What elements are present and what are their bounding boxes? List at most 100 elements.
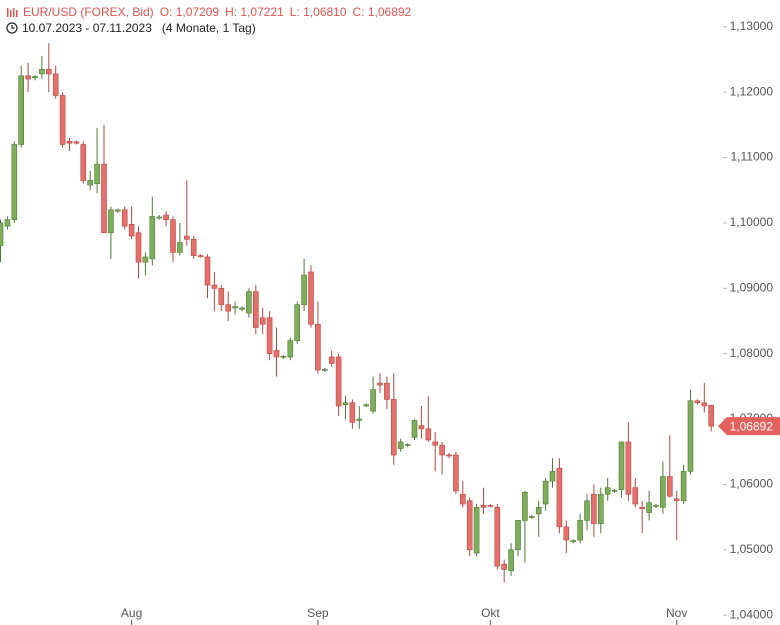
candle-body	[115, 209, 121, 212]
candle-body	[356, 418, 363, 421]
candle-body	[694, 400, 701, 404]
candle-body	[522, 491, 528, 521]
candle-body	[487, 505, 494, 507]
candle-body	[556, 467, 563, 528]
candle-body	[39, 68, 45, 75]
candle-body	[384, 382, 390, 400]
candle-body	[45, 68, 52, 75]
candle-body	[184, 235, 190, 240]
candle-body	[94, 163, 100, 185]
candle-body	[4, 219, 11, 227]
chart-title: EUR/USD (FOREX, Bid)	[23, 5, 154, 19]
candle-body	[604, 487, 611, 495]
candle-body	[397, 441, 404, 449]
x-tick-label: Aug	[121, 606, 142, 620]
candle-body	[177, 242, 183, 253]
candle-body	[349, 402, 356, 423]
candle-body	[315, 323, 321, 371]
candle-body	[453, 454, 459, 492]
candle-body	[301, 274, 307, 305]
date-range-line: 10.07.2023 - 07.11.2023 (4 Monate, 1 Tag)	[22, 21, 256, 35]
last-price-label: 1,06892	[730, 419, 774, 433]
candle-body	[253, 291, 259, 328]
candle-body	[632, 487, 639, 505]
candle-body	[149, 216, 156, 260]
candle-body	[363, 404, 370, 407]
candle-body	[459, 493, 466, 505]
candle-body	[687, 400, 694, 472]
y-tick-label: 1,09000	[730, 280, 774, 294]
candle-body	[170, 219, 176, 253]
candle-body	[239, 307, 245, 310]
candle-body	[666, 476, 673, 497]
y-tick-label: 1,12000	[730, 84, 774, 98]
candle-body	[0, 222, 4, 247]
header: EUR/USD (FOREX, Bid) O: 1,07209 H: 1,07221…	[23, 5, 412, 19]
candle-body	[480, 505, 487, 508]
candle-body	[59, 95, 66, 145]
candle-body	[218, 288, 225, 305]
candle-body	[411, 420, 418, 438]
candle-body	[197, 255, 204, 258]
candle-body	[597, 493, 604, 524]
y-tick-label: 1,04000	[730, 607, 774, 621]
candle-body	[680, 471, 687, 502]
candle-body	[232, 306, 238, 309]
candle-body	[135, 232, 142, 263]
y-tick-label: 1,10000	[730, 215, 774, 229]
candle-body	[328, 356, 335, 364]
candle-body	[246, 291, 252, 314]
candle-body	[108, 209, 114, 234]
ohlc-label: H: 1,07221	[225, 5, 284, 19]
candle-body	[611, 490, 618, 492]
candle-body	[494, 507, 501, 567]
candle-body	[377, 382, 383, 386]
candle-body	[625, 441, 632, 495]
candle-body	[287, 340, 294, 358]
candle-body	[204, 256, 211, 286]
x-tick-label: Okt	[481, 606, 500, 620]
candle-body	[190, 238, 197, 256]
candle-body	[646, 502, 652, 513]
ohlc-label: L: 1,06810	[290, 5, 347, 19]
x-tick-label: Sep	[307, 606, 329, 620]
candle-body	[639, 507, 646, 509]
candle-body	[335, 356, 342, 407]
candle-body	[563, 526, 570, 541]
candle-body	[11, 144, 18, 220]
candle-body	[432, 441, 439, 446]
candle-body	[32, 76, 38, 79]
candle-body	[425, 428, 432, 441]
y-tick-label: 1,08000	[730, 346, 774, 360]
last-price-tag	[718, 417, 780, 436]
candle-body	[321, 369, 328, 371]
candle-body	[18, 75, 25, 145]
candle-body	[708, 405, 715, 427]
candle-body	[163, 214, 169, 220]
ohlc-label: O: 1,07209	[160, 5, 220, 19]
candle-body	[418, 425, 425, 430]
candle-body	[508, 549, 514, 572]
candle-body	[701, 402, 708, 407]
x-tick-label: Nov	[666, 606, 687, 620]
candle-body	[259, 317, 266, 325]
candle-body	[266, 317, 273, 354]
candle-body	[156, 216, 162, 219]
candle-body	[66, 140, 73, 144]
candle-body	[87, 180, 93, 186]
candle-body	[273, 350, 280, 358]
candle-body	[121, 209, 128, 227]
candle-body	[308, 271, 314, 325]
candle-body	[404, 444, 411, 446]
candle-body	[515, 520, 521, 551]
candle-body	[80, 144, 87, 181]
instrument-icon	[7, 8, 18, 17]
candle-body	[501, 563, 508, 570]
candle-body	[439, 444, 445, 456]
y-tick-label: 1,11000	[731, 150, 774, 164]
y-tick-label: 1,05000	[730, 542, 774, 556]
candle-body	[528, 516, 535, 518]
duration: (4 Monate, 1 Tag)	[162, 21, 256, 35]
candle-body	[128, 223, 135, 237]
